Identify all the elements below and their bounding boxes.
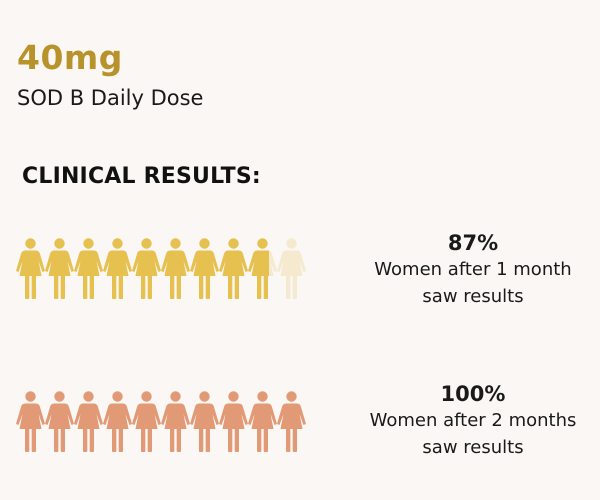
- dose-value: 40mg: [17, 38, 123, 77]
- stat-description-line2: saw results: [422, 286, 524, 307]
- figure-row-2-months: [16, 391, 308, 453]
- woman-figures-icon: [16, 391, 306, 452]
- dose-label: SOD B Daily Dose: [17, 86, 204, 110]
- woman-figures-icon: [16, 238, 306, 299]
- stat-percent: 87%: [447, 231, 499, 255]
- stat-percent: 100%: [440, 382, 506, 406]
- stat-description-line1: Women after 1 month: [374, 259, 572, 280]
- section-heading: CLINICAL RESULTS:: [22, 164, 261, 189]
- stat-description-line1: Women after 2 months: [369, 410, 577, 431]
- stat-2-months: 100% Women after 2 months saw results: [353, 381, 593, 461]
- figure-row-1-month: [16, 238, 308, 300]
- stat-description-line2: saw results: [422, 437, 524, 458]
- stat-1-month: 87% Women after 1 month saw results: [353, 230, 593, 310]
